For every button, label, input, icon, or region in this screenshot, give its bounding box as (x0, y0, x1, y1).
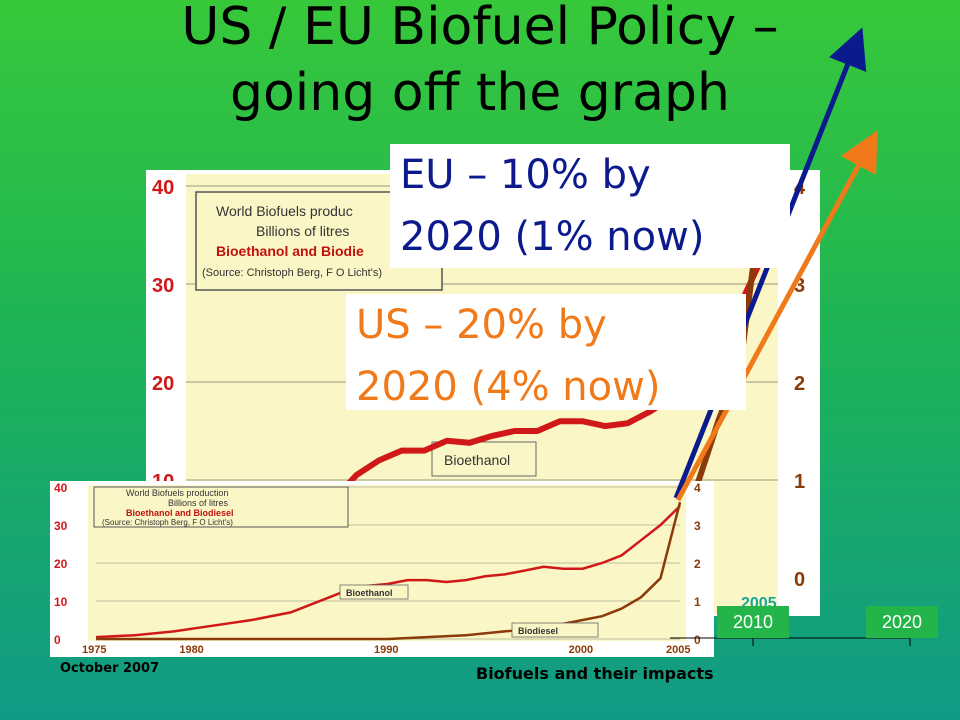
us-callout-line-1: US – 20% by (356, 302, 607, 348)
small-left-tick: 0 (54, 633, 61, 647)
small-chart-series-labels: Bioethanol Biodiesel (339, 584, 599, 638)
slide-title: US / EU Biofuel Policy – going off the g… (0, 0, 960, 126)
us-callout: US – 20% by 2020 (4% now) (346, 294, 746, 410)
year-label-2010: 2010 (717, 606, 789, 638)
small-legend-line: World Biofuels production (126, 488, 228, 498)
small-chart-legend-box (93, 486, 349, 528)
small-legend-line: (Source: Christoph Berg, F O Licht's) (102, 518, 233, 527)
small-left-tick: 30 (54, 519, 68, 533)
small-x-tick: 2005 (666, 644, 690, 656)
big-right-tick: 0 (794, 569, 805, 591)
year-label-2020: 2020 (866, 606, 938, 638)
big-left-tick: 40 (152, 177, 174, 199)
small-chart-x-axis: 1975 1980 1990 2000 2005 (82, 644, 690, 656)
small-x-tick: 1990 (374, 644, 398, 656)
big-right-tick: 3 (794, 275, 805, 297)
title-line-2: going off the graph (229, 63, 731, 123)
small-right-tick: 1 (694, 595, 701, 609)
us-callout-line-2: 2020 (4% now) (356, 364, 661, 410)
big-left-tick: 30 (152, 275, 174, 297)
small-x-tick: 1975 (82, 644, 106, 656)
big-chart-series-label-box (431, 441, 537, 477)
us-arrow (675, 130, 878, 502)
big-chart-legend: World Biofuels produc Billions of litres B… (202, 203, 382, 279)
big-right-tick: 2 (794, 373, 805, 395)
big-chart-series-label: Bioethanol (444, 452, 510, 468)
eu-arrow (673, 27, 867, 499)
title-line-1: US / EU Biofuel Policy – (181, 0, 779, 57)
small-x-tick: 1980 (179, 644, 203, 656)
small-right-tick: 4 (694, 481, 701, 495)
small-left-tick: 10 (54, 595, 68, 609)
small-label-biodiesel: Biodiesel (518, 626, 558, 636)
eu-callout: EU – 10% by 2020 (1% now) (390, 144, 790, 268)
small-right-tick: 3 (694, 519, 701, 533)
small-left-tick: 40 (54, 481, 68, 495)
big-legend-line: (Source: Christoph Berg, F O Licht's) (202, 267, 382, 279)
small-label-bioethanol: Bioethanol (346, 588, 393, 598)
big-right-tick: 1 (794, 471, 805, 493)
big-left-tick: 20 (152, 373, 174, 395)
small-legend-line: Billions of litres (168, 498, 229, 508)
small-x-tick: 2000 (569, 644, 593, 656)
big-legend-line: Bioethanol and Biodie (216, 243, 364, 259)
eu-callout-line-1: EU – 10% by (400, 152, 651, 198)
eu-callout-line-2: 2020 (1% now) (400, 214, 705, 260)
footer-date: October 2007 (60, 661, 160, 676)
big-legend-line: Billions of litres (256, 223, 349, 239)
small-legend-line: Bioethanol and Biodiesel (126, 508, 234, 518)
big-legend-line: World Biofuels produc (216, 203, 353, 219)
small-chart-left-axis: 40 30 20 10 0 (54, 481, 68, 647)
small-label-box-biodiesel (511, 622, 599, 638)
small-right-tick: 2 (694, 557, 701, 571)
small-left-tick: 20 (54, 557, 68, 571)
footer-title: Biofuels and their impacts (476, 664, 714, 683)
small-chart-right-axis: 4 3 2 1 0 (694, 481, 701, 647)
small-right-tick: 0 (694, 633, 701, 647)
small-series-bioethanol (95, 505, 681, 639)
small-label-box-bioethanol (339, 584, 409, 600)
